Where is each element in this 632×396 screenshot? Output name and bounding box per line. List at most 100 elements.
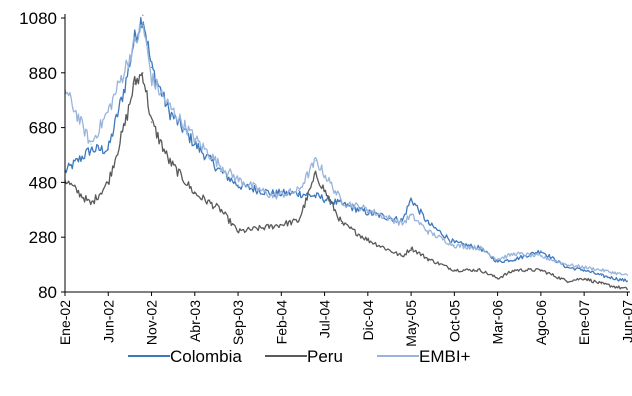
data-point [272, 192, 274, 194]
data-point [626, 288, 629, 290]
data-point [194, 192, 196, 194]
data-point [600, 283, 603, 285]
data-point [237, 184, 239, 186]
legend-label: Peru [307, 347, 343, 366]
data-point [479, 247, 481, 249]
data-point [497, 261, 499, 263]
y-tick-label: 280 [29, 228, 57, 247]
data-point [150, 66, 153, 68]
data-point [453, 269, 455, 271]
data-point [367, 209, 369, 211]
x-tick-label: Dic-04 [360, 300, 376, 341]
data-point [497, 258, 499, 260]
legend: Colombia Peru EMBI+ [128, 347, 471, 366]
y-tick-label: 1080 [19, 9, 57, 28]
data-point [194, 143, 196, 145]
data-point [124, 66, 127, 68]
legend-item: Peru [265, 347, 343, 366]
data-point [150, 77, 153, 79]
axes-layer: 80 280 480 680 880 1080 Ene-02 Jun-02 Nov-02 Abr-… [19, 9, 632, 347]
data-point [600, 274, 603, 277]
y-tick-label: 880 [29, 64, 57, 83]
data-point [272, 195, 274, 197]
data-point [90, 148, 92, 151]
series-line-colombia [64, 17, 628, 283]
data-point [514, 253, 516, 255]
legend-label: Colombia [170, 347, 242, 366]
data-point [497, 277, 499, 279]
data-point [315, 195, 317, 197]
series-line-peru [64, 72, 628, 291]
data-point [194, 137, 196, 140]
data-point [168, 159, 170, 162]
data-point [315, 173, 317, 175]
data-point [566, 264, 568, 266]
data-point [540, 255, 542, 257]
x-tick-label: Ene-07 [576, 300, 592, 345]
data-point [298, 190, 300, 192]
data-point [626, 280, 629, 282]
data-point [427, 258, 429, 260]
data-point [220, 165, 222, 167]
data-point [514, 269, 516, 271]
data-point [600, 269, 603, 271]
data-point [107, 148, 109, 151]
data-point [298, 220, 300, 222]
data-point [133, 44, 135, 47]
data-point [453, 242, 455, 244]
data-point [410, 198, 412, 200]
x-tick-label: Jul-04 [317, 300, 333, 338]
series-layer [64, 14, 629, 291]
data-point [401, 222, 404, 225]
data-point [168, 105, 170, 107]
data-point [626, 274, 629, 277]
x-tick-label: Jun-02 [100, 300, 116, 343]
x-tick-label: May-05 [403, 300, 419, 347]
data-point [90, 203, 92, 205]
data-point [272, 225, 274, 227]
data-point [341, 200, 343, 203]
data-point [124, 83, 127, 85]
data-point [566, 280, 568, 282]
data-point [150, 121, 153, 123]
legend-label: EMBI+ [419, 347, 471, 366]
data-point [410, 214, 412, 216]
data-point [168, 110, 170, 112]
data-point [237, 231, 239, 233]
data-point [479, 269, 481, 271]
x-tick-label: Jun-07 [619, 300, 632, 343]
x-tick-label: Ene-02 [57, 300, 73, 345]
data-point [453, 244, 455, 247]
data-point [427, 231, 429, 233]
data-point [124, 121, 127, 123]
data-point [315, 159, 317, 162]
data-point [583, 277, 585, 279]
data-point [540, 250, 542, 252]
data-point [583, 269, 585, 271]
x-tick-label: Nov-02 [144, 300, 160, 345]
data-point [107, 110, 109, 112]
data-point [367, 239, 369, 241]
data-point [583, 266, 585, 268]
data-point [298, 192, 300, 194]
data-point [540, 269, 542, 271]
data-point [401, 255, 404, 257]
legend-item: EMBI+ [377, 347, 471, 366]
data-point [401, 220, 404, 222]
series-line-embi- [64, 24, 628, 276]
data-point [142, 22, 144, 25]
y-tick-label: 480 [29, 173, 57, 192]
legend-item: Colombia [128, 347, 242, 366]
y-tick-label: 680 [29, 119, 57, 138]
data-point [410, 247, 412, 249]
data-point [237, 179, 239, 181]
x-tick-label: Abr-03 [187, 300, 203, 342]
x-tick-label: Oct-05 [446, 300, 462, 342]
x-tick-label: Sep-03 [230, 300, 246, 345]
data-point [133, 83, 135, 85]
data-point [341, 222, 343, 225]
x-tick-label: Feb-04 [273, 300, 289, 345]
data-point [107, 181, 109, 183]
data-point [566, 266, 568, 268]
